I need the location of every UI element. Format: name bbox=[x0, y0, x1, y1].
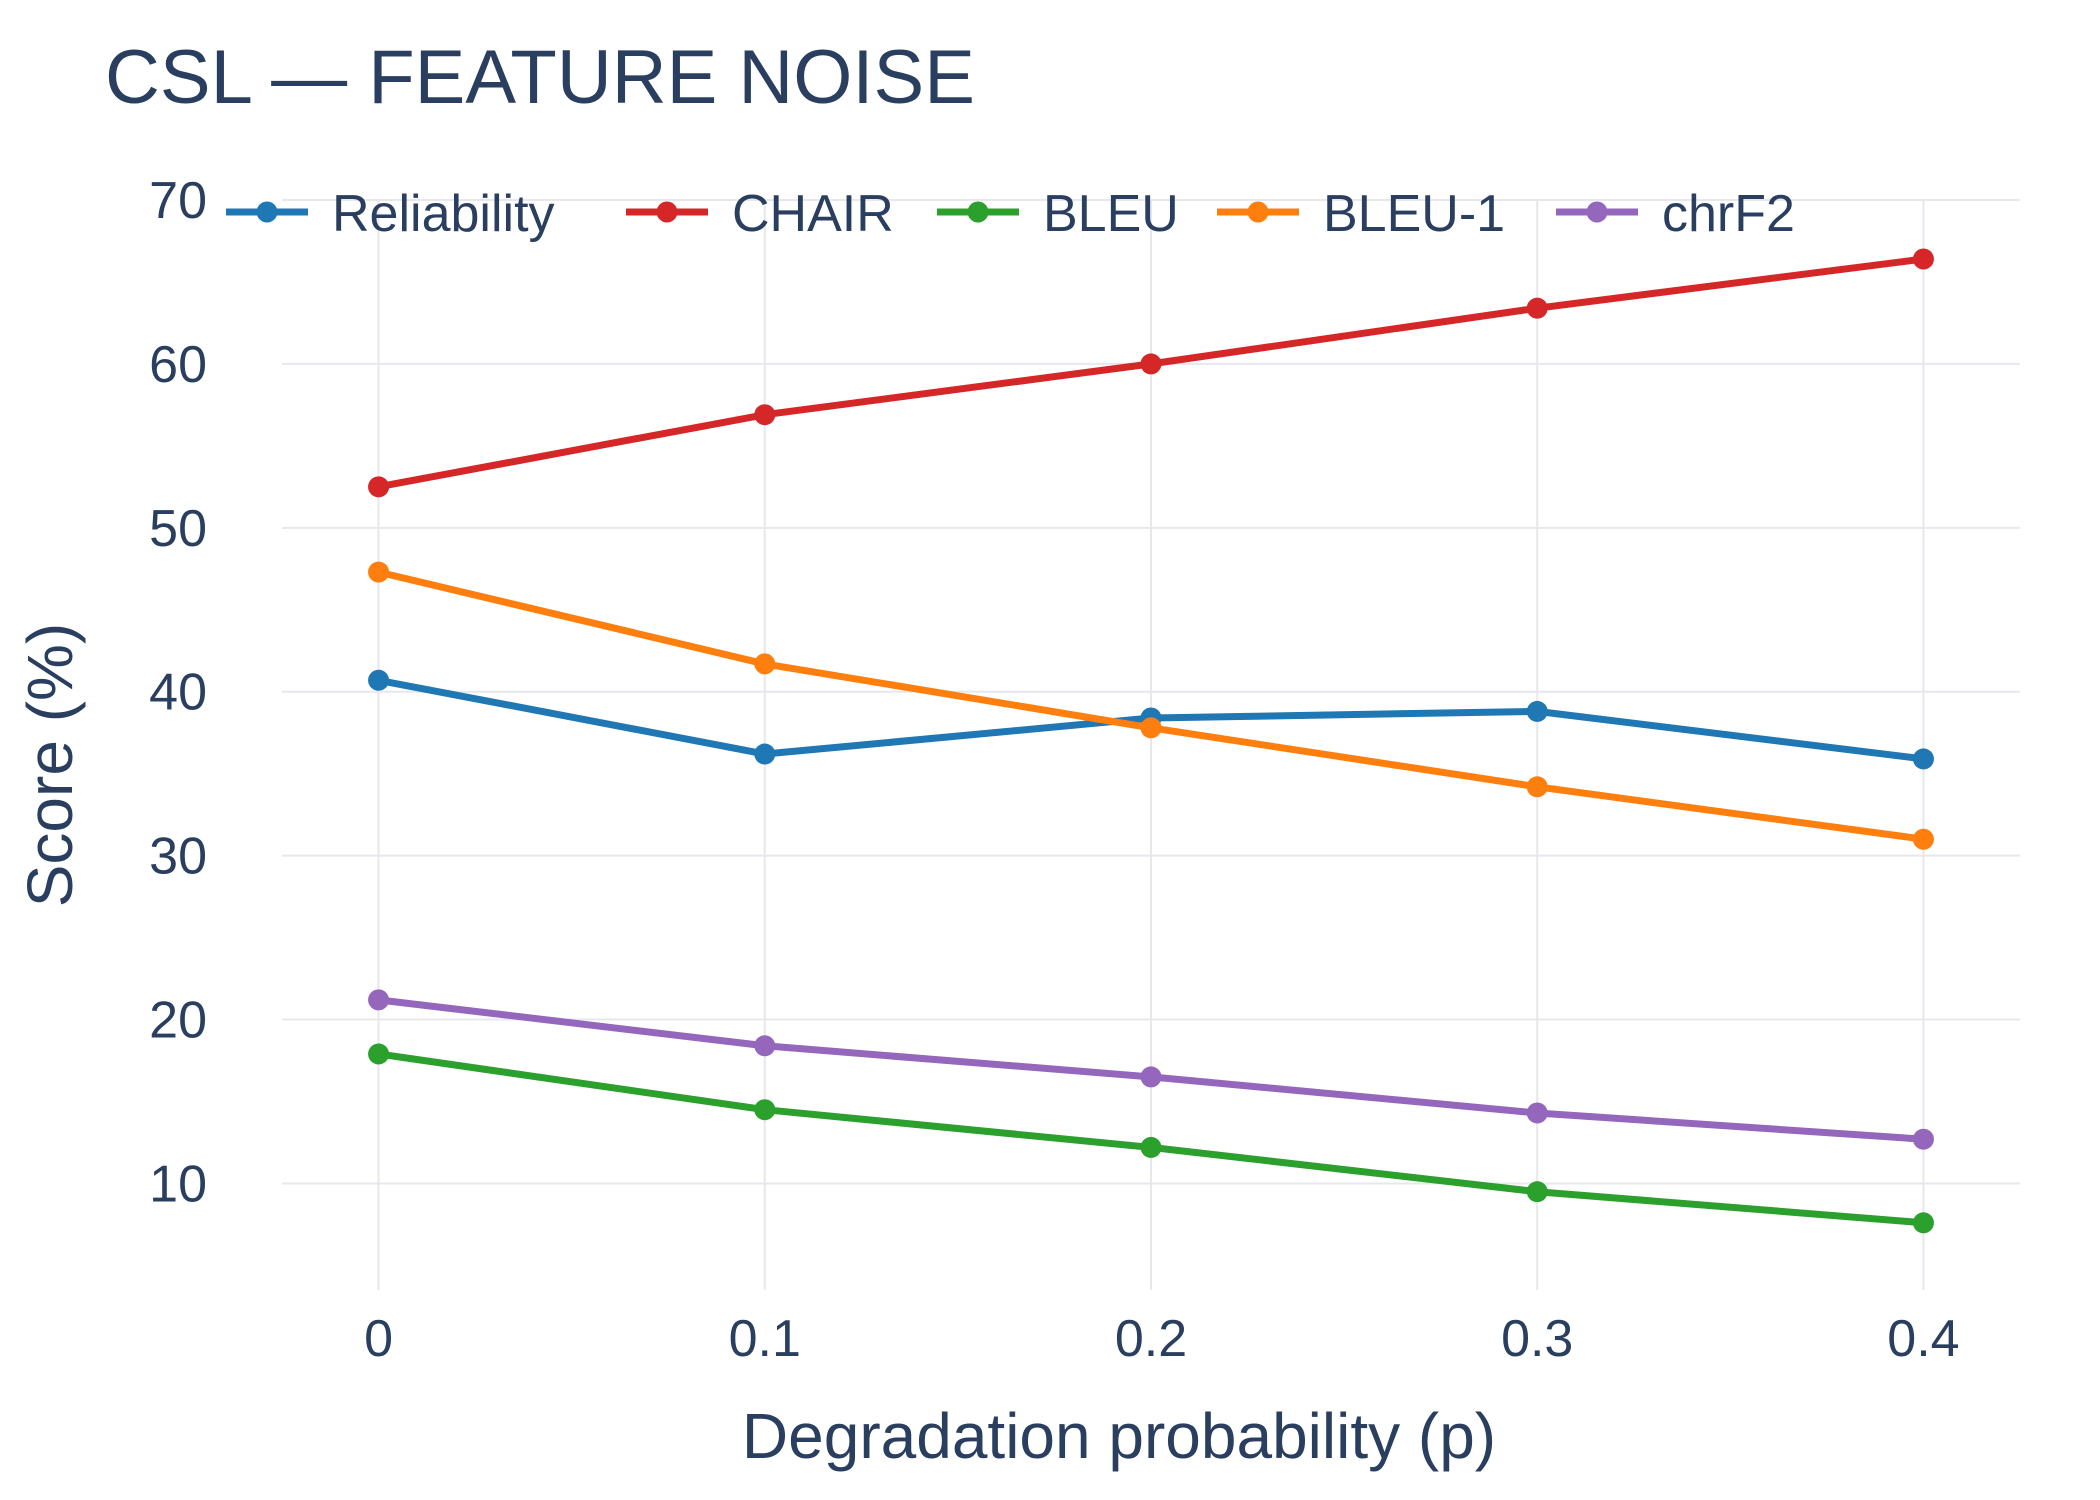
data-point[interactable] bbox=[368, 476, 390, 498]
legend-label: CHAIR bbox=[732, 185, 894, 243]
data-point[interactable] bbox=[1140, 1066, 1162, 1088]
y-tick-label: 40 bbox=[149, 664, 207, 722]
legend-label: BLEU-1 bbox=[1323, 185, 1505, 243]
y-tick-label: 20 bbox=[149, 992, 207, 1050]
legend-swatch-marker bbox=[967, 201, 989, 223]
legend-swatch-marker bbox=[256, 201, 278, 223]
data-point[interactable] bbox=[1912, 828, 1934, 850]
data-point[interactable] bbox=[1912, 1212, 1934, 1234]
x-axis-title: Degradation probability (p) bbox=[742, 1400, 1496, 1472]
x-tick-label: 0 bbox=[364, 1310, 393, 1368]
legend-swatch-marker bbox=[1247, 201, 1269, 223]
y-tick-label: 60 bbox=[149, 336, 207, 394]
x-tick-label: 0.2 bbox=[1115, 1310, 1187, 1368]
data-point[interactable] bbox=[1912, 1128, 1934, 1150]
legend-label: Reliability bbox=[332, 185, 555, 243]
series-bleu[interactable] bbox=[368, 1043, 1934, 1234]
legend-swatch-marker bbox=[656, 201, 678, 223]
data-point[interactable] bbox=[368, 989, 390, 1011]
y-axis-title: Score (%) bbox=[14, 623, 86, 908]
y-axis-ticks: 10 20 30 40 50 60 70 bbox=[149, 172, 207, 1213]
legend-label: chrF2 bbox=[1662, 185, 1795, 243]
x-tick-label: 0.4 bbox=[1887, 1310, 1959, 1368]
data-point[interactable] bbox=[754, 1035, 776, 1057]
y-tick-label: 70 bbox=[149, 172, 207, 230]
chart-title: CSL — FEATURE NOISE bbox=[105, 35, 975, 120]
legend-swatch-marker bbox=[1586, 201, 1608, 223]
legend-item[interactable]: BLEU-1 bbox=[1217, 185, 1505, 243]
data-point[interactable] bbox=[754, 404, 776, 426]
legend-item[interactable]: Reliability bbox=[226, 185, 555, 243]
y-tick-label: 10 bbox=[149, 1155, 207, 1213]
data-point[interactable] bbox=[1140, 1136, 1162, 1158]
data-point[interactable] bbox=[368, 669, 390, 691]
legend-item[interactable]: BLEU bbox=[937, 185, 1179, 243]
data-point[interactable] bbox=[1526, 776, 1548, 798]
legend-item[interactable]: chrF2 bbox=[1556, 185, 1795, 243]
series-layer bbox=[368, 248, 1934, 1234]
legend-item[interactable]: CHAIR bbox=[626, 185, 894, 243]
data-point[interactable] bbox=[1526, 1102, 1548, 1124]
data-point[interactable] bbox=[1912, 248, 1934, 270]
y-tick-label: 50 bbox=[149, 500, 207, 558]
data-point[interactable] bbox=[1140, 353, 1162, 375]
series-bleu-1[interactable] bbox=[368, 561, 1934, 850]
y-tick-label: 30 bbox=[149, 828, 207, 886]
data-point[interactable] bbox=[754, 653, 776, 675]
x-axis-ticks: 0 0.1 0.2 0.3 0.4 bbox=[364, 1310, 1959, 1368]
data-point[interactable] bbox=[1912, 748, 1934, 770]
data-point[interactable] bbox=[368, 561, 390, 583]
data-point[interactable] bbox=[368, 1043, 390, 1065]
legend[interactable]: Reliability CHAIR BLEU BLEU-1 chrF2 bbox=[226, 185, 1795, 243]
legend-label: BLEU bbox=[1043, 185, 1179, 243]
data-point[interactable] bbox=[754, 1099, 776, 1121]
data-point[interactable] bbox=[1140, 717, 1162, 739]
x-tick-label: 0.1 bbox=[729, 1310, 801, 1368]
data-point[interactable] bbox=[1526, 700, 1548, 722]
data-point[interactable] bbox=[1526, 1181, 1548, 1203]
data-point[interactable] bbox=[1526, 297, 1548, 319]
series-chair[interactable] bbox=[368, 248, 1934, 498]
series-chrf2[interactable] bbox=[368, 989, 1934, 1150]
data-point[interactable] bbox=[754, 743, 776, 765]
x-tick-label: 0.3 bbox=[1501, 1310, 1573, 1368]
